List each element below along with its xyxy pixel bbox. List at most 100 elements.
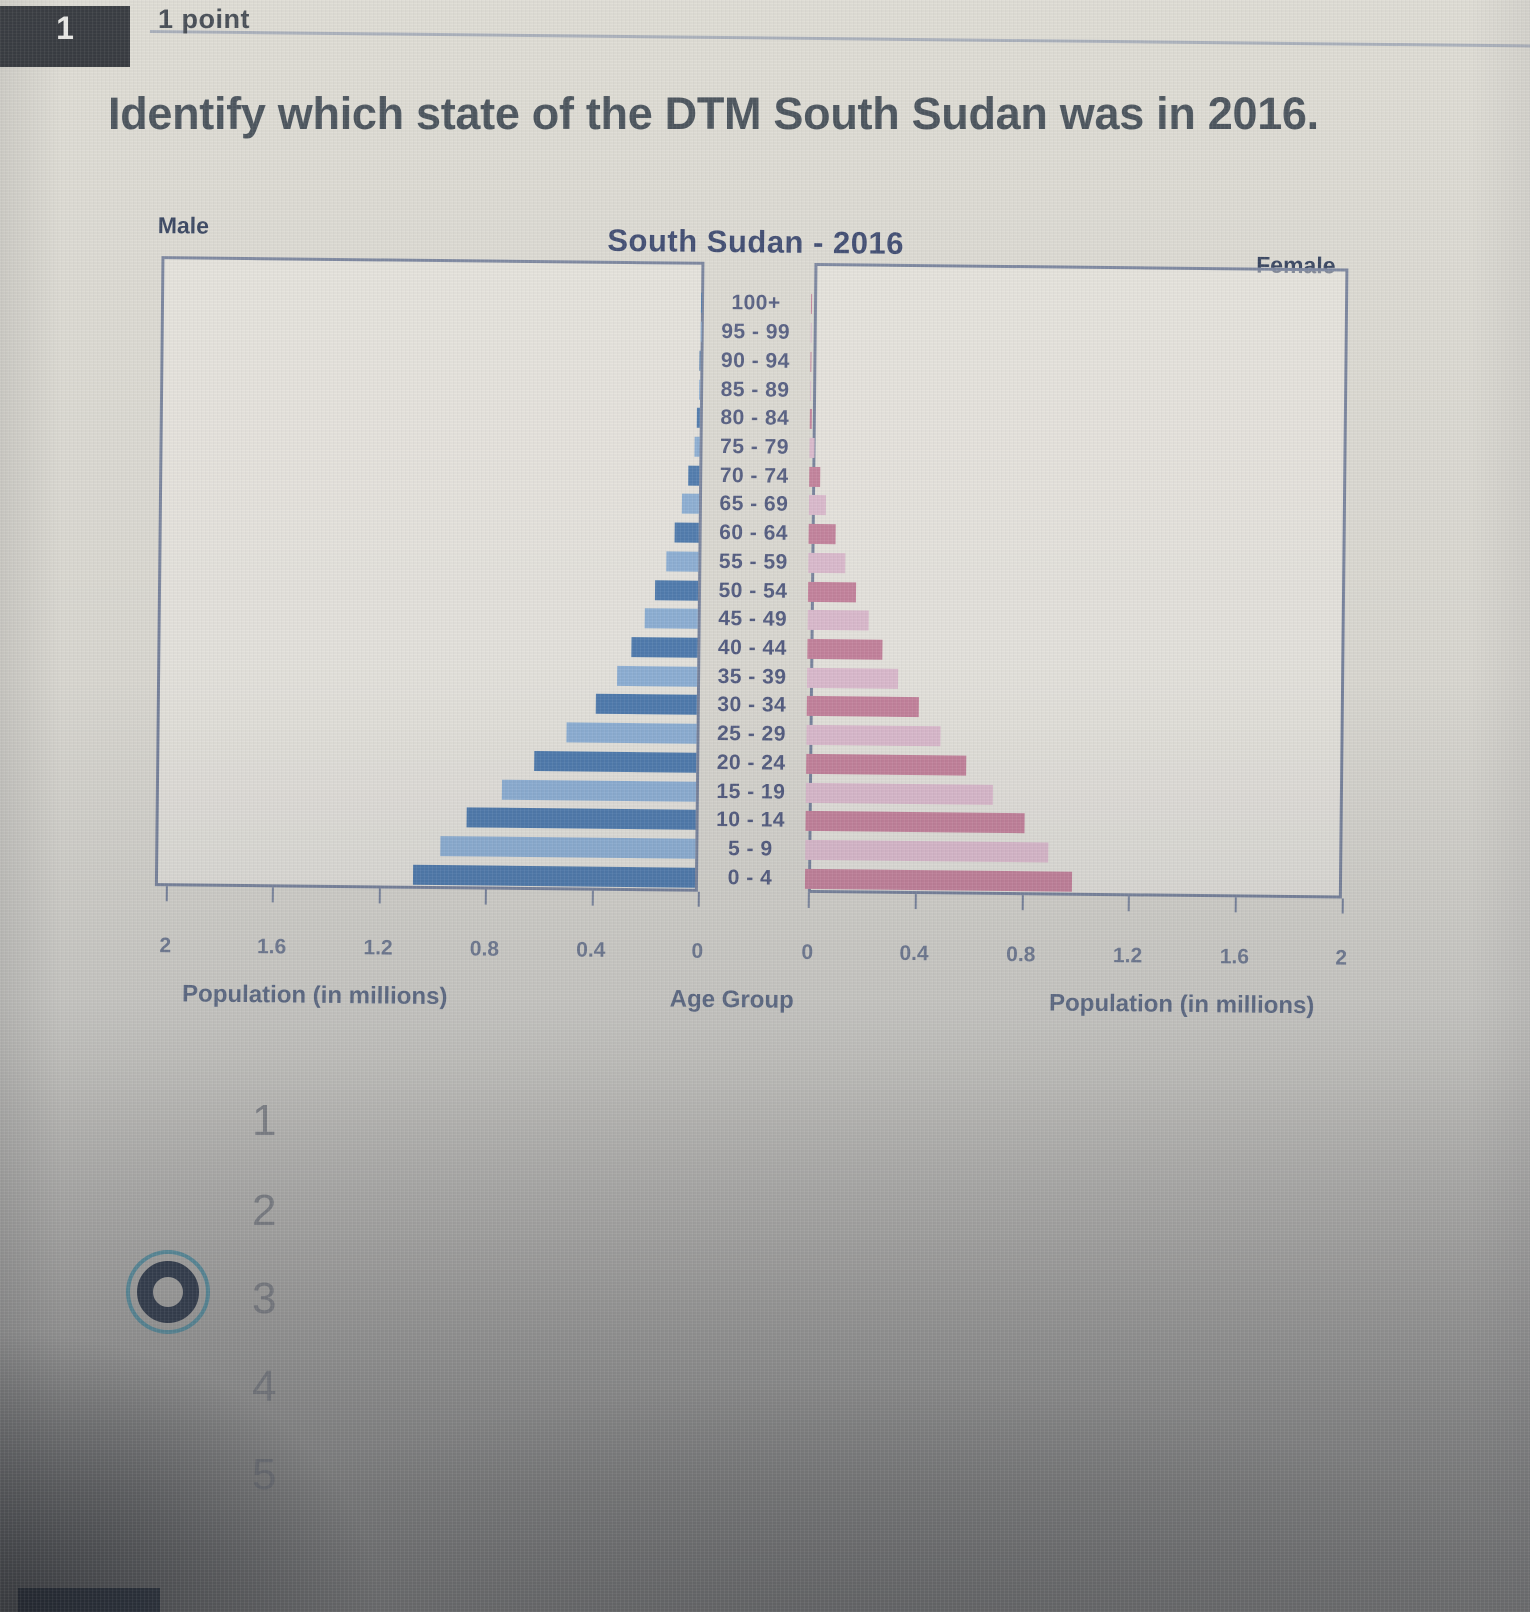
- axis-tick-label: 1.2: [1112, 944, 1143, 968]
- female-bar: [806, 696, 920, 718]
- male-bar: [688, 465, 700, 486]
- axis-tick-label: 0.8: [469, 937, 500, 961]
- female-bar: [807, 667, 898, 689]
- age-group-label: 50 - 54: [718, 578, 788, 603]
- axis-tick-label: 0.8: [1006, 943, 1036, 967]
- female-bar: [805, 811, 1025, 834]
- axis-tick-label: 1.2: [363, 936, 393, 960]
- card-top-border: [149, 30, 1530, 48]
- female-bar: [805, 782, 993, 805]
- question-number: 1: [56, 10, 74, 46]
- male-bar: [655, 579, 699, 601]
- female-bar: [805, 839, 1049, 863]
- female-bar: [807, 610, 870, 631]
- age-group-label: 40 - 44: [717, 635, 787, 660]
- axis-tick-label: 1.6: [256, 935, 287, 959]
- female-bar: [806, 753, 967, 776]
- age-group-label: 55 - 59: [718, 549, 788, 574]
- axis-tick: [378, 888, 381, 904]
- male-axis-caption: Population (in millions): [181, 980, 448, 1011]
- male-bar: [697, 407, 700, 429]
- age-group-label: 15 - 19: [716, 779, 786, 804]
- female-bar: [809, 437, 815, 458]
- age-group-label: 35 - 39: [717, 664, 787, 689]
- population-pyramid-chart: Male South Sudan - 2016 Female 100+ 95 - …: [141, 208, 1362, 1051]
- male-bar: [617, 665, 698, 687]
- bottom-corner-artifact: [18, 1588, 160, 1612]
- axis-tick-label: 1.6: [1219, 945, 1250, 969]
- male-bar: [412, 864, 696, 888]
- age-group-label: 45 - 49: [718, 607, 788, 631]
- age-group-label: 75 - 79: [719, 434, 790, 459]
- axis-tick: [914, 894, 917, 910]
- male-bar: [439, 836, 696, 859]
- axis-tick: [591, 890, 594, 906]
- female-bar: [810, 380, 812, 401]
- age-group-label: 60 - 64: [719, 521, 789, 545]
- axis-tick: [697, 891, 700, 907]
- age-group-label: 0 - 4: [727, 865, 773, 890]
- pyramid-rows: 100+ 95 - 99 90 - 94 85 - 89 80 - 84 75 - 79 7…: [155, 283, 1348, 898]
- female-bar: [808, 524, 836, 545]
- axis-tick: [1021, 895, 1024, 911]
- female-bar: [810, 351, 812, 372]
- age-group-label: 65 - 69: [719, 492, 789, 517]
- axis-tick-label: 2: [1335, 946, 1348, 970]
- option-label-1[interactable]: 1: [252, 1096, 277, 1145]
- axis-tick: [1234, 897, 1238, 913]
- radio-selected-option-3[interactable]: [126, 1250, 210, 1334]
- female-bar: [804, 868, 1073, 892]
- axis-tick: [165, 886, 168, 902]
- age-group-label: 85 - 89: [720, 377, 790, 402]
- male-bar: [644, 608, 698, 630]
- female-bar: [807, 638, 883, 660]
- female-bar: [807, 581, 857, 602]
- age-group-label: 10 - 14: [716, 808, 786, 832]
- radio-selected-dot: [137, 1261, 199, 1323]
- female-axis-caption: Population (in millions): [1048, 989, 1315, 1020]
- axis-tick: [484, 889, 488, 905]
- male-bar: [630, 637, 698, 658]
- question-number-badge: 1: [0, 6, 130, 67]
- female-bar: [806, 725, 941, 747]
- age-group-label: 95 - 99: [721, 320, 791, 344]
- age-group-label: 100+: [731, 291, 781, 315]
- axis-tick: [1341, 898, 1344, 914]
- option-label-2[interactable]: 2: [252, 1186, 277, 1235]
- age-group-label: 25 - 29: [716, 722, 787, 746]
- axis-tick-label: 0: [801, 940, 814, 964]
- axis-tick: [807, 892, 810, 908]
- male-bar: [466, 807, 696, 831]
- age-group-label: 5 - 9: [727, 837, 773, 861]
- male-bar: [566, 722, 697, 744]
- male-bar: [698, 379, 701, 400]
- male-axis-ticks: 2 1.6 1.2 0.8 0.4 0: [150, 208, 1362, 963]
- option-label-5[interactable]: 5: [252, 1450, 277, 1499]
- age-group-label: 80 - 84: [720, 406, 790, 430]
- male-bar: [533, 750, 697, 773]
- age-group-label: 20 - 24: [716, 750, 786, 775]
- axis-tick-label: 0.4: [899, 941, 929, 966]
- age-group-label: 90 - 94: [720, 348, 790, 373]
- female-bar: [809, 466, 820, 487]
- age-group-label: 70 - 74: [719, 463, 789, 488]
- axis-tick: [272, 887, 275, 903]
- axis-tick-label: 2: [159, 934, 172, 958]
- option-label-3[interactable]: 3: [252, 1274, 277, 1323]
- male-bar: [681, 493, 700, 515]
- female-bar: [808, 495, 827, 516]
- age-group-axis-caption: Age Group: [669, 985, 794, 1014]
- female-bar: [808, 552, 846, 574]
- male-bar: [595, 694, 697, 716]
- female-bar: [809, 409, 813, 430]
- points-label: 1 point: [158, 4, 250, 34]
- axis-tick-label: 0: [691, 939, 704, 963]
- male-bar: [501, 779, 697, 802]
- female-axis-ticks: 0 0.4 0.8 1.2 1.6 2: [150, 208, 1362, 970]
- question-text: Identify which state of the DTM South Su…: [108, 88, 1319, 139]
- male-bar: [666, 551, 699, 572]
- axis-tick: [1128, 896, 1131, 912]
- male-bar: [674, 522, 699, 543]
- option-label-4[interactable]: 4: [252, 1362, 277, 1411]
